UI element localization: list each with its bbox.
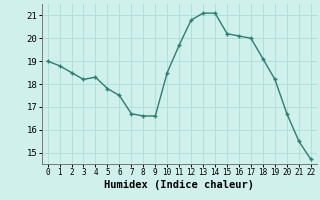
X-axis label: Humidex (Indice chaleur): Humidex (Indice chaleur) bbox=[104, 180, 254, 190]
